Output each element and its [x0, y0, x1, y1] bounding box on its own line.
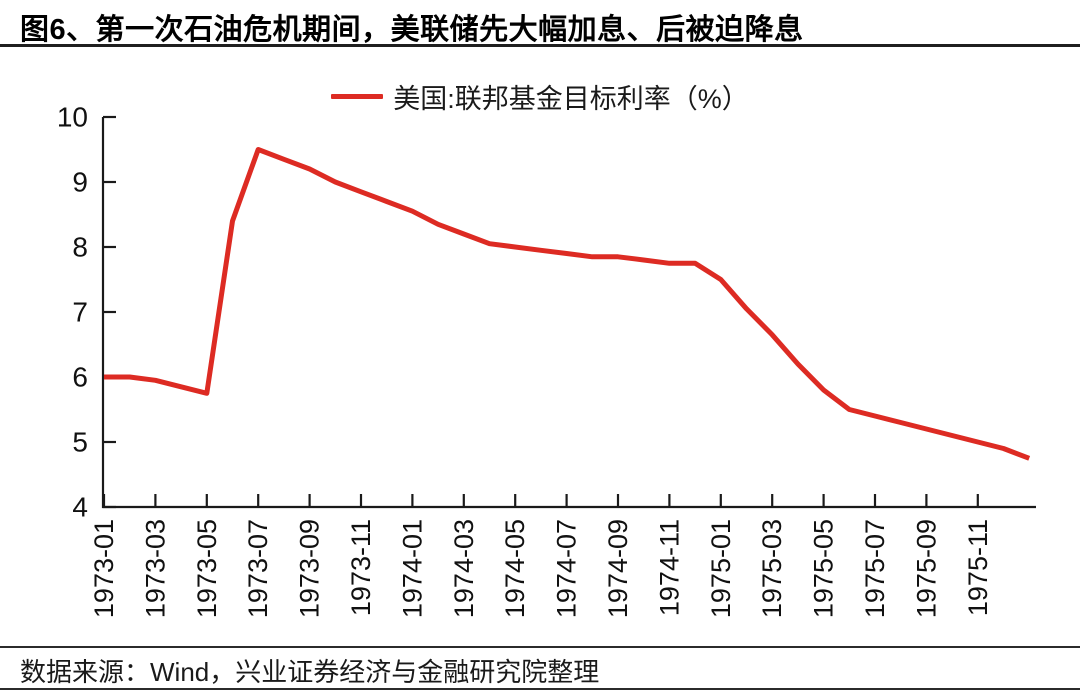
- legend-label: 美国:联邦基金目标利率（%）: [393, 83, 749, 114]
- x-tick-label: 1973-05: [192, 519, 222, 618]
- data-source-note: 数据来源：Wind，兴业证券经济与金融研究院整理: [20, 657, 600, 687]
- x-tick-label: 1975-11: [963, 519, 993, 616]
- y-axis: 4 5 6 7 8 9 10: [57, 102, 116, 523]
- y-tick-label: 8: [72, 232, 88, 263]
- title-rule: [0, 44, 1080, 47]
- x-tick-label: 1975-03: [757, 519, 787, 618]
- y-tick-label: 6: [72, 362, 88, 393]
- x-tick-label: 1974-07: [552, 519, 582, 618]
- x-tick-label: 1974-11: [654, 519, 684, 616]
- fed-funds-target-rate-line: [104, 147, 1031, 461]
- figure-title: 图6、第一次石油危机期间，美联储先大幅加息、后被迫降息: [20, 14, 804, 46]
- x-tick-label: 1973-09: [295, 519, 325, 618]
- x-tick-label: 1973-03: [140, 519, 170, 618]
- x-tick-label: 1975-07: [860, 519, 890, 618]
- x-tick-label: 1974-09: [603, 519, 633, 618]
- legend-line-swatch: [331, 93, 384, 99]
- x-tick-label: 1973-07: [243, 519, 273, 618]
- y-tick-label: 10: [57, 102, 88, 133]
- axes: [101, 117, 1036, 509]
- footer-rule-top: [0, 646, 1080, 648]
- y-tick-label: 9: [72, 167, 88, 198]
- x-tick-label: 1974-05: [500, 519, 530, 618]
- x-tick-label: 1973-11: [346, 519, 376, 616]
- y-tick-label: 5: [72, 427, 88, 458]
- x-tick-label: 1975-01: [706, 519, 736, 618]
- x-tick-label: 1973-01: [89, 519, 119, 618]
- y-tick-label: 4: [72, 492, 88, 523]
- footer-rule-bottom: [0, 688, 1080, 690]
- x-tick-label: 1975-09: [911, 519, 941, 618]
- y-tick-label: 7: [72, 297, 88, 328]
- x-tick-label: 1974-01: [397, 519, 427, 618]
- x-axis: 1973-01 1973-03 1973-05 1973-07 1973-09 1973-…: [89, 494, 993, 618]
- x-tick-label: 1975-05: [809, 519, 839, 618]
- chart-legend: 美国:联邦基金目标利率（%）: [0, 80, 1080, 114]
- x-tick-label: 1974-03: [449, 519, 479, 618]
